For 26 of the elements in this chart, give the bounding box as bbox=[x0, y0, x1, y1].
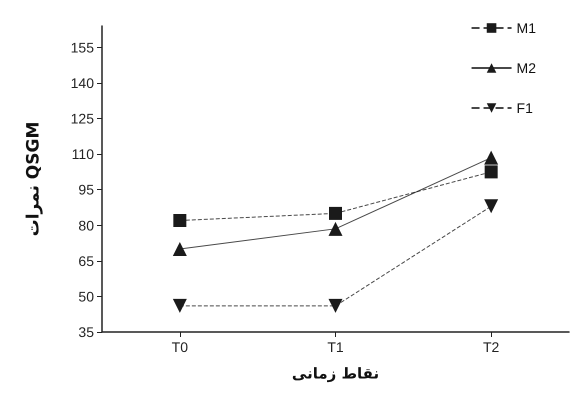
point bbox=[328, 222, 342, 236]
point bbox=[484, 150, 498, 165]
point bbox=[484, 199, 498, 214]
y-tick-label: 95 bbox=[78, 182, 94, 198]
y-axis-title: نمرات QSGM bbox=[24, 122, 44, 236]
y-tick-label: 65 bbox=[78, 252, 94, 269]
x-tick-label: T1 bbox=[327, 339, 344, 355]
y-tick-label: 125 bbox=[70, 110, 94, 127]
point bbox=[172, 242, 187, 256]
y-tick-label: 110 bbox=[72, 146, 94, 162]
point bbox=[173, 214, 186, 228]
x-tick-label: T0 bbox=[172, 339, 188, 355]
point bbox=[484, 165, 498, 178]
y-tick-label: 50 bbox=[78, 288, 94, 304]
y-tick-label: 35 bbox=[78, 324, 94, 340]
y-tick-label: 140 bbox=[70, 74, 94, 91]
point bbox=[172, 298, 187, 313]
x-tick-label: T2 bbox=[482, 339, 500, 355]
x-axis-title: نقاط زمانی bbox=[292, 364, 380, 382]
point bbox=[328, 298, 342, 313]
y-tick-label: 155 bbox=[70, 39, 94, 56]
legend-label: M2 bbox=[516, 60, 536, 76]
point bbox=[329, 206, 342, 220]
y-tick-label: 80 bbox=[78, 217, 94, 234]
legend-label: F1 bbox=[516, 100, 534, 116]
legend-label: M1 bbox=[516, 20, 536, 36]
